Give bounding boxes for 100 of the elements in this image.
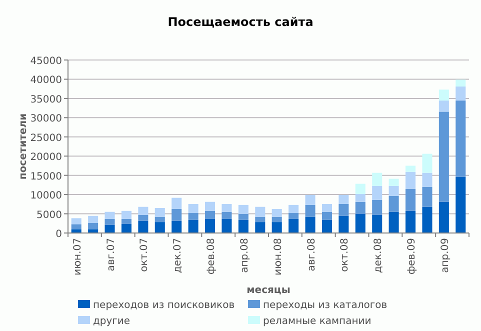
bar <box>272 222 282 233</box>
bar <box>322 220 332 233</box>
bar <box>88 229 98 233</box>
x-tick-label: авг.08 <box>306 238 318 272</box>
bar <box>154 222 165 233</box>
bar <box>456 86 466 101</box>
y-tick-label: 30000 <box>30 114 62 125</box>
chart-title: Посещаемость сайта <box>168 15 314 29</box>
bar <box>338 194 349 204</box>
bar <box>222 212 232 219</box>
legend-label: переходов из поисковиков <box>93 300 235 311</box>
bar <box>338 216 349 233</box>
bar <box>456 80 466 87</box>
bar <box>305 194 316 205</box>
y-tick-label: 15000 <box>30 171 62 182</box>
bar <box>288 204 299 214</box>
y-tick-label: 45000 <box>30 56 62 67</box>
bar <box>154 208 165 217</box>
bar <box>305 204 316 217</box>
y-axis-title: посетители <box>18 113 29 180</box>
x-tick-label: апр.09 <box>440 238 451 273</box>
bar <box>205 218 216 233</box>
bar <box>288 218 299 233</box>
bar <box>388 178 399 186</box>
bar <box>104 218 115 225</box>
bar <box>188 220 198 233</box>
bar <box>255 206 266 217</box>
bar <box>372 186 382 200</box>
bar <box>372 172 382 186</box>
bar <box>205 202 216 211</box>
bar <box>172 198 182 209</box>
bar <box>438 112 449 202</box>
bar <box>422 186 432 207</box>
x-tick-label: дек.07 <box>172 238 184 274</box>
bar <box>372 214 382 233</box>
x-tick-label: июн.07 <box>72 238 84 276</box>
bar <box>322 204 332 212</box>
bar <box>272 208 282 217</box>
x-tick-label: фев.08 <box>206 238 218 274</box>
bar <box>222 218 232 233</box>
bar <box>272 216 282 222</box>
bar <box>255 222 266 233</box>
x-tick-label: апр.08 <box>239 238 250 273</box>
y-tick-label: 0 <box>56 229 62 240</box>
bar <box>456 100 466 177</box>
bar <box>338 204 349 216</box>
x-tick-label: дек.08 <box>373 238 384 274</box>
y-tick-label: 5000 <box>36 210 62 221</box>
bar <box>121 224 132 233</box>
bar <box>238 204 248 214</box>
bar <box>71 224 82 230</box>
bar <box>322 212 332 220</box>
bar <box>355 184 366 194</box>
bar <box>188 204 198 214</box>
x-tick-label: фев.09 <box>406 238 418 274</box>
y-tick-label: 40000 <box>30 75 62 86</box>
bar <box>406 166 416 172</box>
bar <box>238 214 248 220</box>
bar <box>388 212 399 233</box>
bar <box>438 202 449 233</box>
bar <box>406 172 416 189</box>
bar <box>172 208 182 221</box>
bar <box>71 229 82 233</box>
bar <box>238 220 248 233</box>
bar <box>71 218 82 224</box>
x-tick-label: окт.08 <box>340 238 351 272</box>
bar <box>121 218 132 224</box>
bar <box>355 194 366 202</box>
bar <box>438 90 449 101</box>
y-tick-label: 35000 <box>30 94 62 106</box>
bar <box>422 154 432 173</box>
bar <box>422 206 432 233</box>
bar <box>406 210 416 233</box>
bar <box>438 100 449 112</box>
x-tick-label: июн.08 <box>272 238 284 276</box>
x-axis-title: месяцы <box>246 285 290 296</box>
legend-label: реламные кампании <box>263 316 372 327</box>
bar <box>355 214 366 233</box>
legend-label: переходы из каталогов <box>263 300 388 311</box>
bar <box>355 202 366 214</box>
bar <box>372 200 382 215</box>
legend-label: другие <box>93 316 130 327</box>
bar <box>138 214 148 221</box>
bar <box>305 216 316 233</box>
bar <box>205 210 216 219</box>
bar <box>104 212 115 219</box>
x-tick-label: окт.07 <box>139 238 150 272</box>
y-tick-label: 25000 <box>30 132 62 144</box>
bar <box>288 213 299 219</box>
bar <box>388 186 399 196</box>
bar <box>388 196 399 212</box>
bar <box>138 206 148 215</box>
bar <box>222 204 232 212</box>
y-tick-label: 10000 <box>30 190 62 202</box>
y-tick-label: 20000 <box>30 152 62 164</box>
bar <box>88 223 98 230</box>
bar <box>88 216 98 224</box>
bar <box>104 224 115 233</box>
x-tick-label: авг.07 <box>106 238 117 272</box>
bar <box>188 213 198 220</box>
